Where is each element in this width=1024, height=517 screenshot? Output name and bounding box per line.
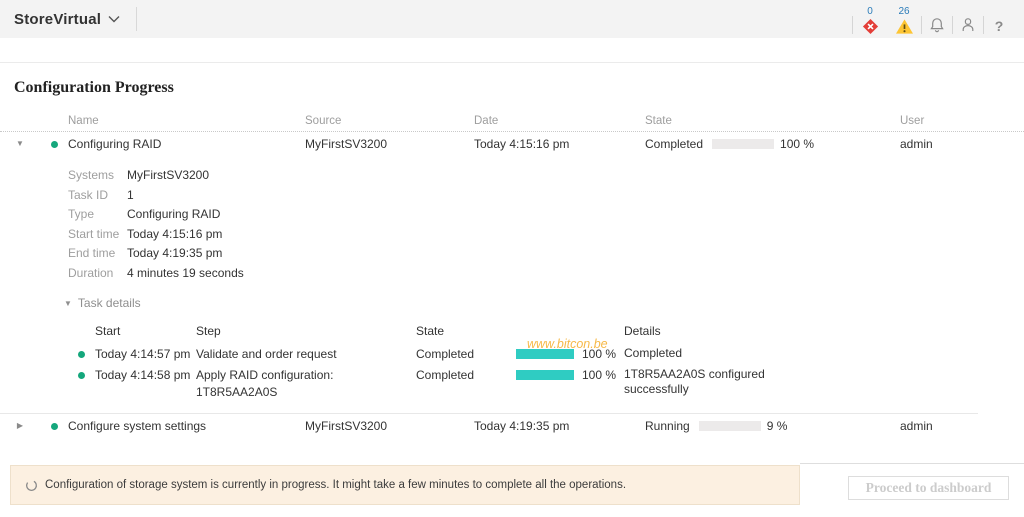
divider — [800, 463, 1024, 464]
critical-count: 0 — [867, 6, 873, 17]
task-details-toggle[interactable]: ▼ Task details — [64, 296, 1024, 310]
bell-icon — [929, 17, 945, 36]
task-state: Completed — [645, 137, 704, 151]
column-header-user: User — [900, 114, 925, 127]
task-date: Today 4:19:35 pm — [474, 419, 570, 433]
task-name: Configuring RAID — [68, 137, 162, 151]
progress-bar — [516, 349, 574, 359]
task-source: MyFirstSV3200 — [305, 419, 388, 433]
divider — [136, 7, 138, 31]
divider — [0, 413, 978, 414]
step-row: Today 4:14:58 pm Apply RAID configuratio… — [68, 367, 1024, 401]
page-title: Configuration Progress — [14, 79, 174, 96]
critical-diamond-icon — [862, 18, 879, 38]
divider — [952, 16, 953, 34]
step-name: Apply RAID configuration: 1T8R5AA2A0S — [196, 368, 334, 399]
step-details: Completed — [624, 346, 683, 360]
task-user: admin — [900, 419, 933, 433]
field-value: 1 — [127, 187, 134, 202]
status-dot-icon — [50, 422, 58, 430]
app-title: StoreVirtual — [14, 10, 102, 28]
chevron-down-icon — [108, 15, 120, 23]
column-header-start: Start — [95, 324, 121, 338]
column-header-date: Date — [474, 114, 499, 127]
field-label: Systems — [68, 168, 115, 182]
table-row[interactable]: ▶ Configure system settings MyFirstSV320… — [0, 414, 1024, 438]
critical-alerts-button[interactable]: 0 — [853, 6, 887, 38]
progress-bar — [516, 370, 574, 380]
field-label: Duration — [68, 265, 114, 280]
divider — [852, 16, 853, 34]
user-button[interactable] — [953, 6, 983, 36]
warning-triangle-icon — [895, 18, 914, 38]
step-start: Today 4:14:57 pm — [95, 347, 191, 361]
top-bar: StoreVirtual 0 26 — [0, 0, 1024, 38]
column-header-source: Source — [305, 114, 342, 127]
warning-alerts-button[interactable]: 26 — [887, 6, 921, 38]
progress-bar — [698, 421, 761, 431]
user-icon — [960, 17, 976, 36]
field-value: Today 4:19:35 pm — [127, 246, 223, 260]
progress-percent: 100 % — [780, 137, 815, 151]
divider — [921, 16, 922, 34]
step-row: Today 4:14:57 pm Validate and order requ… — [68, 346, 1024, 363]
column-header-state: State — [645, 114, 672, 127]
task-state: Running — [645, 419, 690, 433]
progress-percent: 100 % — [582, 368, 617, 382]
status-dot-icon — [78, 372, 85, 379]
banner-text: Configuration of storage system is curre… — [45, 479, 627, 491]
expand-arrow-icon[interactable]: ▶ — [16, 421, 24, 430]
notifications-button[interactable] — [922, 6, 952, 36]
step-state: Completed — [416, 347, 475, 361]
task-detail-fields: Systems MyFirstSV3200 Task ID 1 Type Config… — [68, 166, 1024, 283]
status-dot-icon — [50, 140, 58, 148]
field-value: Configuring RAID — [127, 207, 221, 221]
warning-count: 26 — [898, 6, 910, 17]
progress-percent: 100 % — [582, 347, 617, 361]
column-header-details: Details — [624, 324, 661, 338]
step-state: Completed — [416, 368, 475, 382]
field-label: End time — [68, 246, 116, 260]
field-value: MyFirstSV3200 — [127, 168, 210, 182]
app-menu[interactable]: StoreVirtual — [14, 11, 120, 28]
steps-header-row: Start Step State Details — [68, 320, 1024, 342]
field-value: 4 minutes 19 seconds — [127, 265, 244, 280]
field-label: Task ID — [68, 187, 109, 202]
top-icon-group: 0 26 — [852, 6, 1014, 36]
table-header-row: Name Source Date State User — [0, 110, 1024, 132]
step-name: Validate and order request — [196, 347, 337, 361]
configuration-progress-table: Name Source Date State User ▼ Configurin… — [0, 110, 1024, 438]
status-dot-icon — [78, 351, 85, 358]
progress-percent: 9 % — [766, 419, 788, 433]
step-start: Today 4:14:58 pm — [95, 368, 191, 382]
divider — [983, 16, 984, 34]
field-label: Type — [68, 207, 95, 221]
spinner-icon — [25, 479, 38, 492]
help-icon: ? — [994, 18, 1004, 34]
column-header-state: State — [416, 324, 445, 338]
step-details: 1T8R5AA2A0S configured successfully — [624, 367, 765, 396]
field-label: Start time — [68, 226, 120, 241]
field-value: Today 4:15:16 pm — [127, 226, 223, 241]
help-button[interactable]: ? — [984, 6, 1014, 36]
progress-banner: Configuration of storage system is curre… — [10, 465, 800, 505]
collapse-arrow-icon[interactable]: ▼ — [16, 139, 24, 148]
progress-bar — [712, 139, 775, 149]
task-source: MyFirstSV3200 — [305, 137, 388, 151]
collapse-arrow-icon: ▼ — [64, 298, 72, 308]
column-header-step: Step — [196, 324, 221, 338]
table-row[interactable]: ▼ Configuring RAID MyFirstSV3200 Today 4… — [0, 132, 1024, 156]
divider — [0, 62, 1024, 63]
task-steps-table: Start Step State Details Today 4:14:57 p… — [68, 320, 1024, 401]
task-details-label: Task details — [77, 296, 141, 310]
column-header-name: Name — [68, 114, 99, 127]
task-name: Configure system settings — [68, 419, 207, 433]
task-date: Today 4:15:16 pm — [474, 137, 570, 151]
task-user: admin — [900, 137, 933, 151]
proceed-to-dashboard-button[interactable]: Proceed to dashboard — [848, 476, 1009, 500]
